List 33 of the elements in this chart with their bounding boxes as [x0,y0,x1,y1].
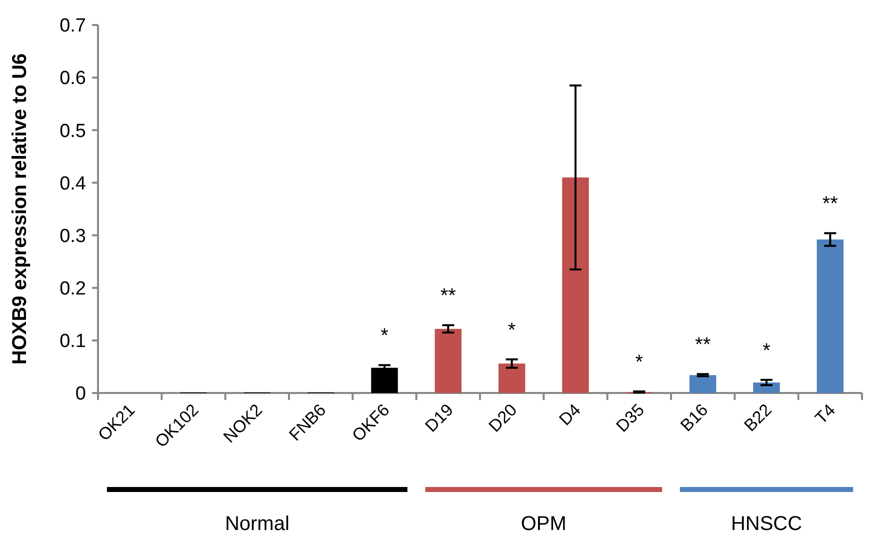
annotation: ** [695,334,711,356]
annotation: * [380,325,389,348]
x-tick-label: B22 [740,400,776,436]
annotation: ** [440,285,456,308]
bar [498,364,526,393]
bar [816,239,844,393]
y-axis-title: HOXB9 expression relative to U6 [9,53,31,365]
y-tick-label: 0.2 [60,278,86,300]
x-tick-label: D19 [422,400,457,436]
x-tick-label: B16 [676,400,712,436]
y-tick-label: 0.4 [60,173,86,194]
annotation: * [635,351,644,374]
x-tick-label: T4 [812,400,839,428]
x-tick-label: D4 [556,400,584,430]
bar [434,328,462,393]
y-tick-label: 0.6 [60,68,86,90]
bar [562,177,589,393]
annotation: ** [822,193,838,216]
y-tick-label: 0.3 [60,226,86,247]
bar [371,368,398,393]
x-tick-label: D35 [612,400,648,436]
y-tick-label: 0.7 [60,16,86,37]
bar [689,375,716,393]
x-tick-label: D20 [485,400,521,436]
y-tick-label: 0 [75,384,86,405]
annotation: * [508,319,516,342]
text: OPM [520,513,566,535]
text: HNSCC [730,513,802,535]
y-tick-label: 0.5 [60,120,86,142]
annotation: * [762,340,771,362]
y-tick-label: 0.1 [60,331,86,352]
bar [753,382,780,393]
text: Normal [224,513,290,535]
